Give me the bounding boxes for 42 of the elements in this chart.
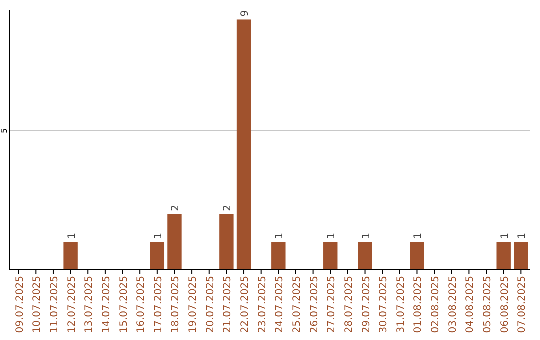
data-label: 1 [66, 232, 78, 240]
x-tick-label: 01.08.2025 [413, 276, 424, 334]
data-label: 1 [153, 232, 164, 240]
data-label: 2 [222, 205, 234, 212]
x-tick-label: 30.07.2025 [378, 276, 390, 334]
x-tick-label: 12.07.2025 [66, 276, 78, 334]
x-tick-label: 26.07.2025 [309, 276, 320, 334]
x-tick-label: 22.07.2025 [240, 276, 252, 334]
x-tick-label: 11.07.2025 [49, 276, 60, 334]
x-tick-label: 24.07.2025 [274, 276, 286, 334]
x-tick-label: 29.07.2025 [361, 276, 372, 334]
x-tick-label: 23.07.2025 [257, 276, 268, 334]
data-label: 1 [500, 232, 511, 240]
data-label: 2 [170, 205, 182, 212]
x-tick-label: 13.07.2025 [84, 276, 96, 334]
x-tick-label: 07.08.2025 [517, 276, 528, 334]
data-label: 1 [413, 232, 424, 240]
x-tick-label: 06.08.2025 [500, 276, 511, 334]
x-tick-label: 21.07.2025 [222, 276, 234, 334]
x-tick-label: 14.07.2025 [101, 276, 112, 334]
x-tick-label: 15.07.2025 [118, 276, 130, 334]
x-tick-label: 28.07.2025 [344, 276, 355, 334]
data-label: 1 [274, 232, 286, 240]
x-tick-label: 02.08.2025 [430, 276, 442, 334]
x-tick-label: 19.07.2025 [188, 276, 200, 334]
x-tick-label: 18.07.2025 [170, 276, 182, 334]
x-tick-label: 25.07.2025 [292, 276, 303, 334]
x-tick-label: 31.07.2025 [396, 276, 407, 334]
x-tick-label: 09.07.2025 [14, 276, 26, 334]
x-tick-label: 10.07.2025 [32, 276, 44, 334]
data-label: 1 [326, 232, 338, 240]
x-tick-label: 03.08.2025 [448, 276, 459, 334]
x-tick-label: 27.07.2025 [326, 276, 338, 334]
data-label: 1 [517, 232, 528, 240]
x-tick-label: 16.07.2025 [136, 276, 148, 334]
data-label: 1 [361, 232, 372, 240]
y-tick-label: 5 [0, 128, 9, 134]
x-tick-label: 20.07.2025 [205, 276, 216, 334]
data-label: 9 [240, 10, 252, 17]
x-tick-label: 05.08.2025 [482, 276, 494, 334]
x-tick-label: 17.07.2025 [153, 276, 164, 334]
x-tick-label: 04.08.2025 [465, 276, 476, 334]
